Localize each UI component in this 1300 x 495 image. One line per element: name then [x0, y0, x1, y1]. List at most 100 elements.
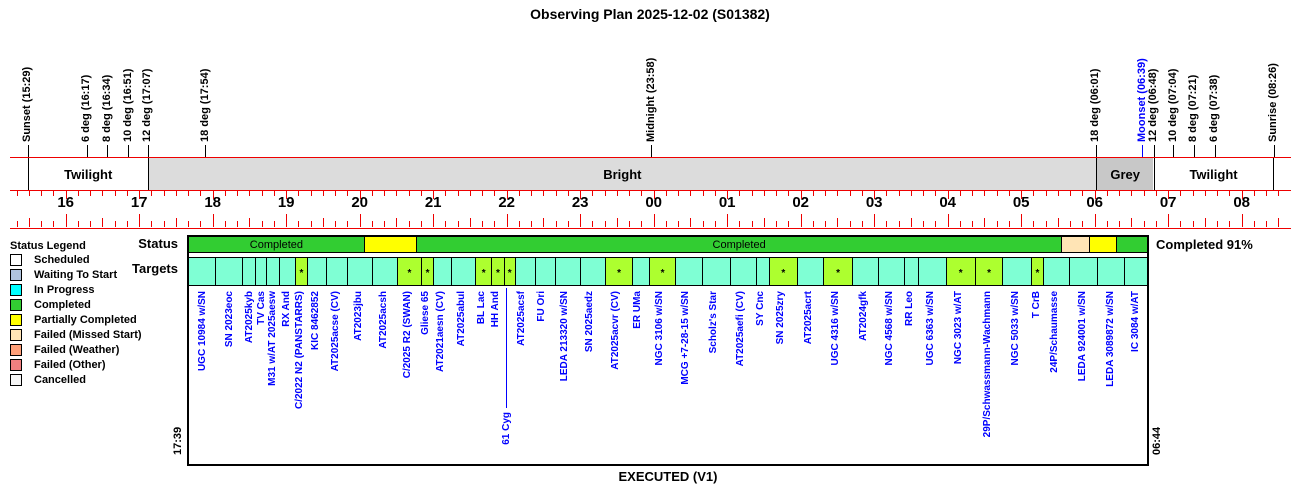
axis-tick-upper — [518, 191, 520, 196]
axis-tick-lower — [359, 214, 361, 227]
axis-tick-upper — [543, 191, 545, 196]
target-label: T CrB — [1030, 291, 1042, 319]
status-legend-title: Status Legend — [10, 240, 86, 252]
hour-label: 23 — [571, 194, 589, 211]
target-cell: * — [1031, 258, 1045, 285]
axis-tick-lower — [335, 221, 337, 227]
axis-tick-upper — [102, 191, 104, 196]
axis-tick-upper — [469, 191, 471, 196]
axis-tick-lower — [1204, 218, 1206, 227]
axis-tick-lower — [200, 221, 202, 227]
axis-tick-upper — [1217, 191, 1219, 196]
axis-tick-lower — [1070, 221, 1072, 227]
axis-tick-upper — [1192, 191, 1194, 196]
axis-tick-lower — [592, 221, 594, 227]
axis-tick-lower — [1119, 221, 1121, 227]
axis-tick-lower — [126, 221, 128, 227]
hour-label: 04 — [939, 194, 957, 211]
axis-tick-upper — [886, 191, 888, 196]
axis-tick-upper — [1045, 191, 1047, 196]
axis-tick-upper — [555, 191, 557, 196]
axis-tick-lower — [102, 218, 104, 227]
star-icon: * — [481, 268, 486, 279]
night-section-grey: Grey — [1095, 158, 1154, 190]
axis-tick-lower — [849, 221, 851, 227]
axis-tick-lower — [1217, 221, 1219, 227]
axis-tick-upper — [371, 191, 373, 196]
star-icon: * — [495, 268, 500, 279]
axis-tick-lower — [1253, 221, 1255, 227]
axis-tick-lower — [1278, 218, 1280, 227]
axis-tick-upper — [347, 191, 349, 196]
axis-tick-lower — [543, 218, 545, 227]
axis-tick-upper — [457, 191, 459, 196]
target-cell — [279, 258, 296, 285]
target-label: SN 2025aedz — [584, 291, 596, 353]
axis-tick-lower — [28, 218, 30, 227]
legend-item-label: Completed — [34, 298, 91, 311]
event-label: 6 deg (07:38) — [1208, 74, 1221, 142]
target-label: HH And — [489, 291, 501, 328]
star-icon: * — [407, 268, 412, 279]
target-cell — [326, 258, 349, 285]
axis-tick-lower — [347, 221, 349, 227]
axis-tick-upper — [874, 191, 876, 199]
axis-tick-upper — [28, 191, 30, 196]
axis-tick-lower — [861, 221, 863, 227]
axis-tick-lower — [812, 221, 814, 227]
event-tick — [27, 145, 29, 157]
axis-tick-lower — [727, 214, 729, 227]
hour-label: 20 — [351, 194, 369, 211]
night-section-twilight: Twilight — [1153, 158, 1274, 190]
target-label: UGC 4316 w/SN — [830, 291, 842, 366]
axis-tick-upper — [212, 191, 214, 199]
target-cell — [515, 258, 537, 285]
event-label: Sunrise (08:26) — [1266, 63, 1279, 142]
target-cell — [797, 258, 825, 285]
hour-label: 18 — [204, 194, 222, 211]
executed-version-label: EXECUTED (V1) — [618, 469, 718, 484]
target-label: 24P/Schaumasse — [1049, 291, 1061, 373]
completion-summary: Completed 91% — [1156, 237, 1253, 252]
legend-color-swatch — [10, 373, 22, 386]
target-cell: * — [504, 258, 516, 285]
axis-tick-lower — [16, 221, 18, 227]
axis-tick-lower — [90, 221, 92, 227]
axis-tick-upper — [825, 191, 827, 196]
axis-tick-upper — [1266, 191, 1268, 196]
axis-tick-upper — [763, 191, 765, 196]
star-icon: * — [507, 268, 512, 279]
status-segment-completed: Completed — [189, 237, 364, 252]
axis-tick-upper — [580, 191, 582, 199]
axis-tick-lower — [518, 221, 520, 227]
axis-tick-upper — [273, 191, 275, 196]
axis-tick-upper — [1094, 191, 1096, 199]
status-segment-partially_completed — [1089, 237, 1116, 252]
target-label: M31 w/AT 2025aesw — [266, 291, 278, 386]
axis-tick-upper — [139, 191, 141, 199]
target-label: BL Lac — [475, 291, 487, 325]
axis-tick-lower — [702, 221, 704, 227]
axis-tick-upper — [16, 191, 18, 196]
axis-tick-lower — [580, 214, 582, 227]
axis-tick-lower — [1192, 221, 1194, 227]
legend-item-label: Scheduled — [34, 253, 90, 266]
legend-color-swatch — [10, 343, 22, 356]
target-cell: * — [492, 258, 505, 285]
target-label: NGC 3106 w/SN — [653, 291, 665, 366]
legend-item-label: Failed (Weather) — [34, 343, 120, 356]
axis-tick-lower — [457, 221, 459, 227]
target-label: AT2025acsh — [377, 291, 389, 349]
axis-tick-lower — [273, 221, 275, 227]
hour-label: 07 — [1159, 194, 1177, 211]
target-label: IC 3084 w/AT — [1129, 291, 1141, 352]
target-label: C/2022 N2 (PANSTARRS) — [294, 291, 306, 409]
axis-tick-upper — [1278, 191, 1280, 196]
target-cell — [703, 258, 731, 285]
target-cell — [242, 258, 257, 285]
axis-tick-upper — [812, 191, 814, 196]
axis-tick-upper — [335, 191, 337, 196]
legend-color-swatch — [10, 358, 22, 371]
star-icon: * — [958, 268, 963, 279]
